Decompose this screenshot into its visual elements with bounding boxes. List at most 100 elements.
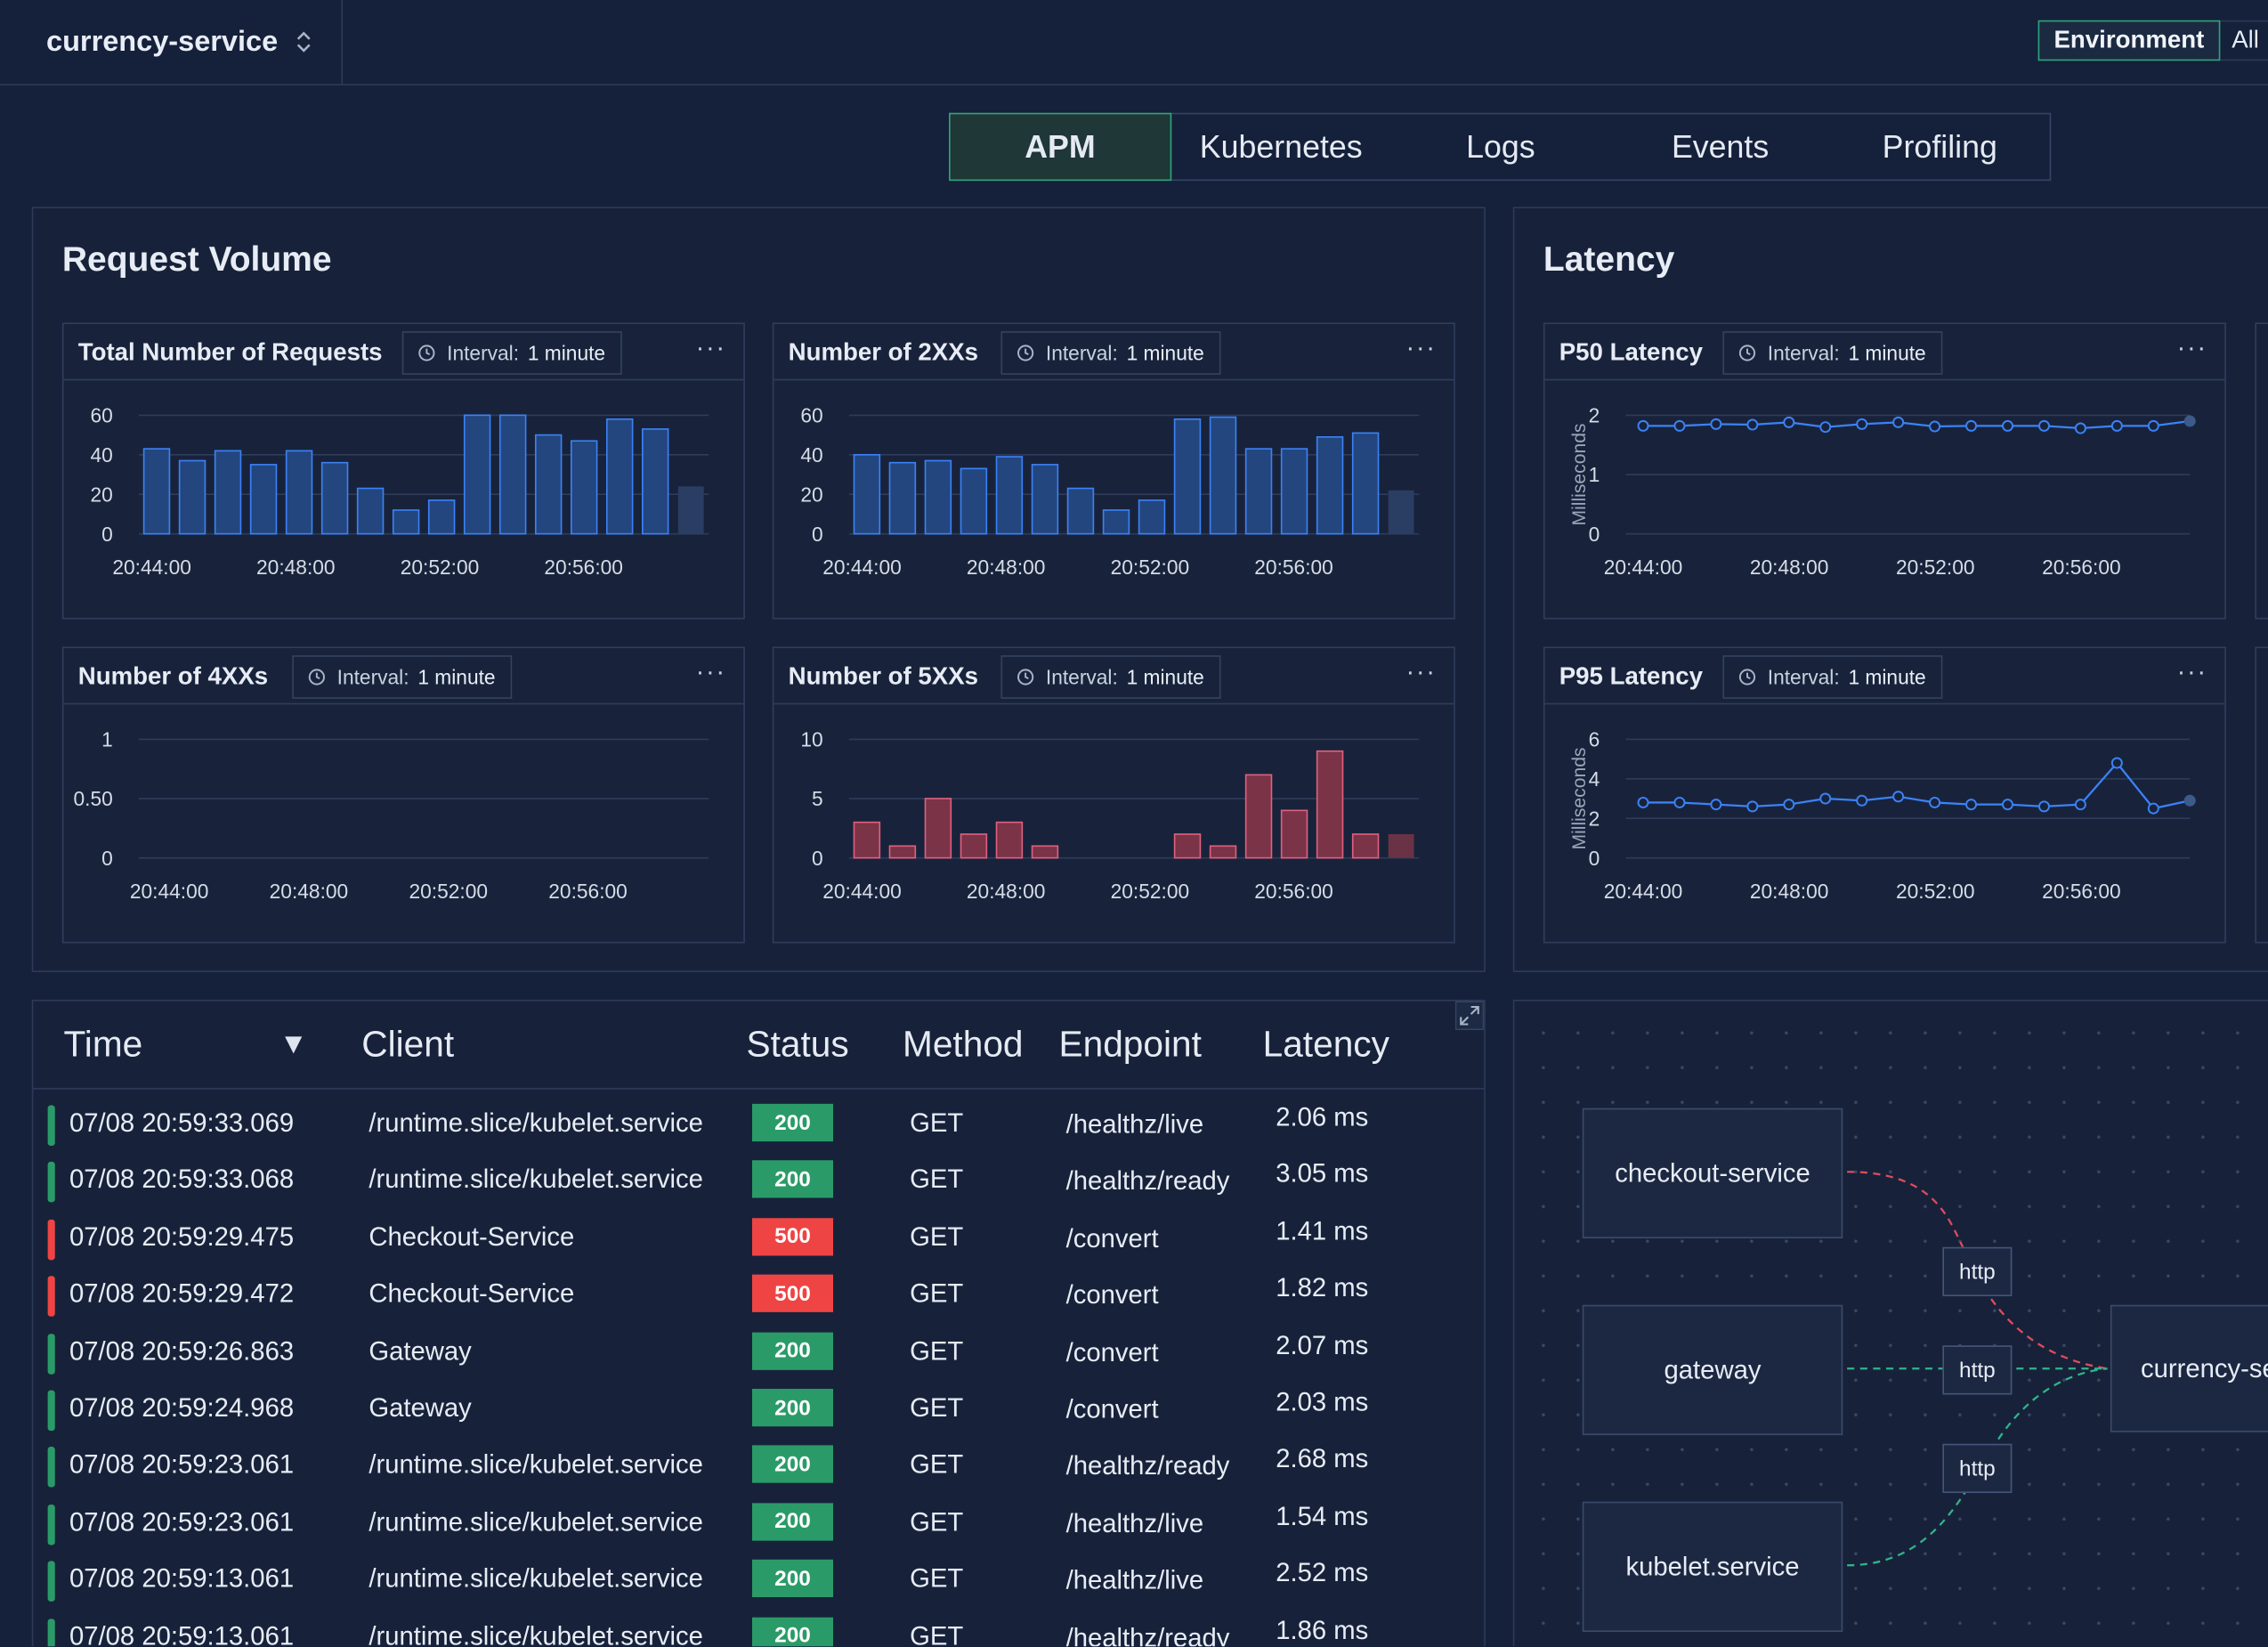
data-point[interactable] (1856, 418, 1868, 430)
data-point[interactable] (2074, 422, 2086, 434)
tab-logs[interactable]: Logs (1466, 127, 1535, 165)
data-point[interactable] (2110, 757, 2123, 769)
column-latency[interactable]: Latency (1262, 1024, 1389, 1066)
bar[interactable] (853, 821, 881, 859)
bar[interactable] (1102, 509, 1130, 535)
data-point[interactable] (1673, 419, 1686, 432)
data-point[interactable] (1673, 796, 1686, 808)
data-point[interactable] (1783, 416, 1795, 428)
data-point[interactable] (2037, 800, 2050, 813)
more-menu-icon[interactable]: ··· (695, 332, 726, 362)
bar[interactable] (1351, 432, 1380, 535)
environment-label[interactable]: Environment (2037, 20, 2221, 61)
interval-selector[interactable]: Interval: 1 minute (1000, 331, 1220, 375)
bar[interactable] (1138, 499, 1166, 535)
interval-selector[interactable]: Interval: 1 minute (1722, 655, 1942, 699)
node-gateway[interactable]: gateway (1582, 1304, 1843, 1435)
bar[interactable] (1209, 416, 1237, 535)
table-row[interactable]: 07/08 20:59:23.061/runtime.slice/kubelet… (33, 1439, 1484, 1495)
data-point[interactable] (1929, 796, 1941, 808)
bar[interactable] (285, 450, 313, 535)
data-point[interactable] (2147, 802, 2159, 815)
data-point[interactable] (2147, 419, 2159, 432)
more-menu-icon[interactable]: ··· (2176, 656, 2207, 686)
expand-icon[interactable] (1454, 1001, 1485, 1031)
more-menu-icon[interactable]: ··· (1405, 656, 1437, 686)
column-time[interactable]: Time (63, 1024, 143, 1066)
bar[interactable] (570, 440, 598, 535)
bar[interactable] (1280, 809, 1308, 859)
data-point[interactable] (1637, 419, 1649, 432)
tab-apm[interactable]: APM (949, 112, 1171, 182)
more-menu-icon[interactable]: ··· (2176, 332, 2207, 362)
node-checkout-service[interactable]: checkout-service (1582, 1107, 1843, 1238)
column-client[interactable]: Client (361, 1024, 455, 1066)
column-endpoint[interactable]: Endpoint (1058, 1024, 1202, 1066)
data-point[interactable] (2110, 419, 2123, 432)
bar[interactable] (1173, 833, 1202, 859)
bar[interactable] (534, 434, 563, 535)
data-point[interactable] (1783, 799, 1795, 811)
environment-filter[interactable]: Environment All (2037, 20, 2268, 61)
table-row[interactable]: 07/08 20:59:29.475 Checkout-Service GET/co… (33, 1211, 1484, 1267)
bar[interactable] (1209, 845, 1237, 859)
data-point[interactable] (1819, 792, 1832, 805)
data-point[interactable] (1710, 799, 1722, 811)
bar[interactable] (249, 464, 278, 535)
bar[interactable] (888, 845, 917, 859)
bar[interactable] (392, 509, 420, 535)
edge-label-http[interactable]: http (1942, 1443, 2013, 1493)
bar[interactable] (677, 486, 704, 534)
data-point[interactable] (1637, 796, 1649, 808)
bar[interactable] (1316, 750, 1344, 859)
interval-selector[interactable]: Interval: 1 minute (1000, 655, 1220, 699)
data-point[interactable] (2183, 794, 2196, 807)
tab-kubernetes[interactable]: Kubernetes (1199, 127, 1363, 165)
column-status[interactable]: Status (746, 1024, 849, 1066)
edge-label-http[interactable]: http (1942, 1246, 2013, 1296)
table-row[interactable]: 07/08 20:59:33.068/runtime.slice/kubelet… (33, 1154, 1484, 1210)
sort-desc-icon[interactable]: ▼ (279, 1028, 308, 1061)
bar[interactable] (642, 428, 669, 535)
tab-profiling[interactable]: Profiling (1882, 127, 1997, 165)
node-currency-service[interactable]: currency-service (2110, 1304, 2268, 1432)
more-menu-icon[interactable]: ··· (1405, 332, 1437, 362)
data-point[interactable] (1819, 421, 1832, 434)
bar[interactable] (1066, 487, 1095, 535)
table-row[interactable]: 07/08 20:59:13.061/runtime.slice/kubelet… (33, 1553, 1484, 1609)
more-menu-icon[interactable]: ··· (695, 656, 726, 686)
data-point[interactable] (2037, 419, 2050, 432)
bar[interactable] (142, 448, 171, 535)
interval-selector[interactable]: Interval: 1 minute (401, 331, 621, 375)
bar[interactable] (1280, 448, 1308, 535)
data-point[interactable] (1892, 791, 1905, 803)
data-point[interactable] (1965, 799, 1978, 811)
bar[interactable] (1244, 448, 1273, 535)
edge-label-http[interactable]: http (1942, 1345, 2013, 1395)
bar[interactable] (924, 459, 952, 535)
bar[interactable] (1316, 435, 1344, 535)
bar[interactable] (1031, 845, 1059, 859)
bar[interactable] (605, 418, 634, 535)
bar[interactable] (1388, 833, 1414, 858)
data-point[interactable] (1929, 420, 1941, 433)
bar[interactable] (1173, 418, 1202, 535)
interval-selector[interactable]: Interval: 1 minute (292, 655, 512, 699)
bar[interactable] (356, 487, 385, 535)
data-point[interactable] (2002, 799, 2014, 811)
column-method[interactable]: Method (903, 1024, 1024, 1066)
bar[interactable] (463, 414, 491, 535)
table-row[interactable]: 07/08 20:59:24.968 Gateway GET/convert 2.03… (33, 1382, 1484, 1438)
bar[interactable] (320, 461, 349, 535)
bar[interactable] (427, 499, 456, 535)
data-point[interactable] (2183, 415, 2196, 427)
data-point[interactable] (1965, 419, 1978, 432)
tab-events[interactable]: Events (1671, 127, 1770, 165)
data-point[interactable] (2074, 799, 2086, 811)
bar[interactable] (214, 450, 242, 535)
bar[interactable] (960, 833, 988, 859)
bar[interactable] (995, 456, 1024, 535)
bar[interactable] (924, 798, 952, 859)
data-point[interactable] (1746, 418, 1759, 431)
bar[interactable] (1244, 774, 1273, 859)
